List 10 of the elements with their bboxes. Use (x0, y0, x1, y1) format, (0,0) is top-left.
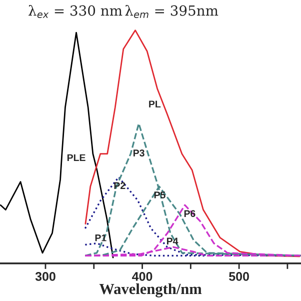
series-label: PL (149, 100, 161, 108)
series-label: PLE (67, 154, 86, 162)
text: λ$_{ex}$ = 330 nm (28, 4, 122, 18)
x-axis-title: Wavelength/nm (99, 283, 202, 298)
x-tick-label: 500 (229, 272, 249, 281)
series-label: P3 (133, 150, 144, 156)
x-tick-label: 300 (35, 272, 56, 281)
series-label: P4 (166, 238, 178, 244)
text: λ$_{em}$ = 395nm (125, 4, 218, 18)
x-tick-label: 400 (132, 272, 152, 281)
